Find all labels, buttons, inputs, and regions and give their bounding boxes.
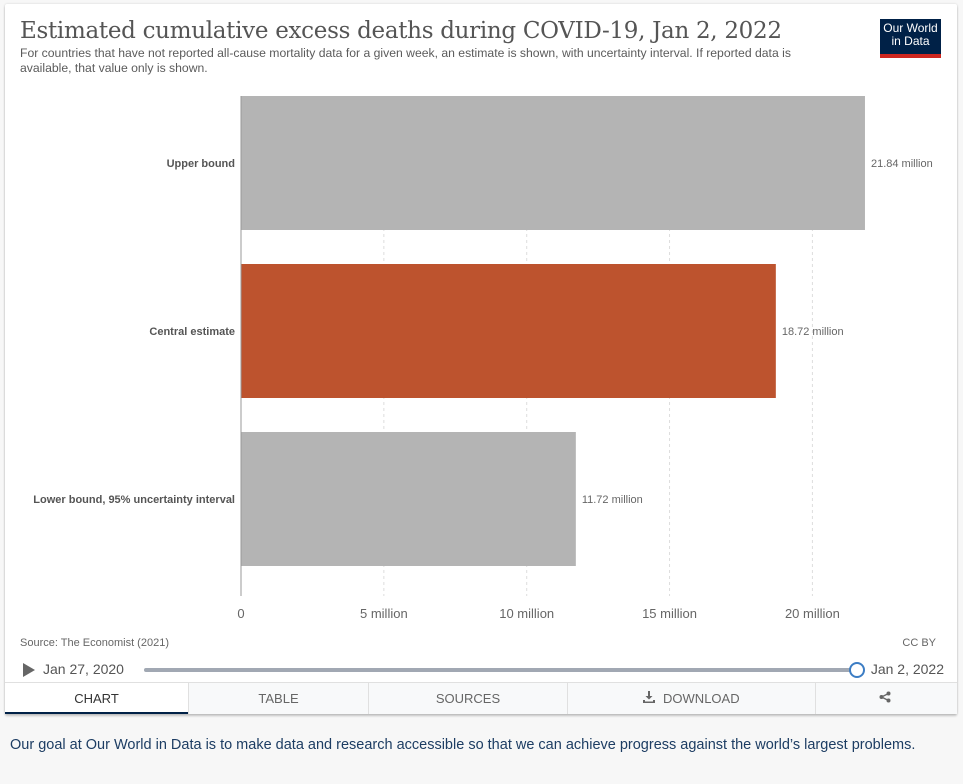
chart-subtitle: For countries that have not reported all… (20, 46, 791, 75)
tab-table[interactable]: TABLE (188, 683, 368, 714)
tab-share[interactable] (815, 683, 957, 714)
x-tick-label: 20 million (785, 606, 840, 621)
tab-sources-label: SOURCES (435, 691, 501, 706)
timeline-slider-track[interactable] (144, 668, 856, 672)
owid-logo[interactable]: Our World in Data (880, 19, 941, 58)
x-tick-label: 10 million (499, 606, 554, 621)
tab-download-label: DOWNLOAD (663, 691, 740, 706)
source-note[interactable]: Source: The Economist (2021) (20, 637, 169, 649)
timeline-start-date[interactable]: Jan 27, 2020 (43, 661, 124, 677)
share-icon (879, 683, 891, 714)
category-label: Upper bound (167, 158, 235, 170)
mission-statement: Our goal at Our World in Data is to make… (10, 737, 916, 753)
bar-1[interactable] (241, 264, 776, 398)
bar-2[interactable] (241, 432, 576, 566)
chart-card: Estimated cumulative excess deaths durin… (5, 4, 957, 714)
x-tick-label: 5 million (360, 606, 408, 621)
tab-table-label: TABLE (258, 691, 299, 706)
bar-chart: Upper bound Central estimate Lower bound, … (33, 96, 933, 621)
logo-line-1: Our World (883, 21, 938, 35)
download-icon (643, 683, 656, 714)
chart-title: Estimated cumulative excess deaths durin… (20, 18, 782, 44)
tab-chart-label: CHART (74, 691, 119, 706)
play-icon[interactable] (23, 663, 35, 677)
logo-line-2: in Data (891, 33, 930, 48)
x-tick-label: 15 million (642, 606, 697, 621)
x-axis-ticks: 0 5 million 10 million 15 million 20 million (237, 606, 839, 621)
license-link[interactable]: CC BY (902, 637, 936, 649)
timeline-slider-handle[interactable] (849, 662, 865, 678)
logo-accent-bar (880, 54, 941, 58)
category-label: Central estimate (149, 326, 235, 338)
tab-download[interactable]: DOWNLOAD (567, 683, 815, 714)
bars (241, 96, 865, 566)
category-labels: Upper bound Central estimate Lower bound, … (33, 158, 235, 506)
x-tick-label: 0 (237, 606, 244, 621)
value-label: 18.72 million (782, 326, 844, 338)
tab-sources[interactable]: SOURCES (368, 683, 567, 714)
value-label: 11.72 million (582, 494, 643, 506)
value-label: 21.84 million (871, 158, 933, 170)
bar-0[interactable] (241, 96, 865, 230)
value-labels: 21.84 million 18.72 million 11.72 million (582, 158, 933, 506)
tab-bar: CHART TABLE SOURCES DOWNLOAD (5, 682, 957, 714)
timeline: Jan 27, 2020 Jan 2, 2022 (20, 658, 950, 682)
timeline-end-date[interactable]: Jan 2, 2022 (870, 661, 944, 677)
category-label: Lower bound, 95% uncertainty interval (33, 494, 235, 506)
tab-chart[interactable]: CHART (5, 683, 188, 714)
